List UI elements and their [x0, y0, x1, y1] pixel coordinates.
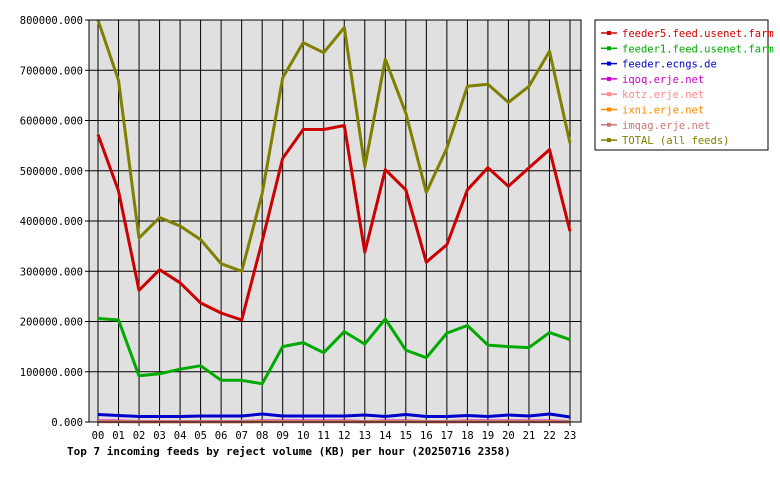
x-tick-label: 04 — [174, 430, 187, 442]
legend-swatch-marker — [607, 61, 611, 66]
y-tick-label: 0.000 — [51, 417, 83, 429]
x-axis: 00 01 02 03 04 05 06 07 08 09 10 11 12 13 14 15 16 17 18 19… — [92, 422, 577, 442]
x-tick-label: 03 — [153, 430, 166, 442]
x-tick-label: 01 — [112, 430, 125, 442]
x-tick-label: 19 — [482, 430, 495, 442]
x-tick-label: 07 — [235, 430, 248, 442]
y-tick-label: 800000.000 — [20, 15, 83, 27]
legend-label: iqoq.erje.net — [622, 74, 704, 86]
y-tick-label: 100000.000 — [20, 367, 83, 379]
legend-label: feeder.ecngs.de — [622, 59, 717, 71]
x-tick-label: 13 — [358, 430, 371, 442]
y-tick-label: 400000.000 — [20, 216, 83, 228]
legend-label: imqag.erje.net — [622, 120, 711, 132]
legend-swatch-marker — [607, 138, 611, 143]
x-tick-label: 02 — [133, 430, 146, 442]
series-line-0 — [96, 124, 572, 322]
x-tick-label: 23 — [564, 430, 577, 442]
x-tick-label: 17 — [441, 430, 454, 442]
x-tick-label: 16 — [420, 430, 433, 442]
legend-swatch-marker — [607, 107, 611, 112]
x-tick-label: 20 — [502, 430, 515, 442]
legend-swatch-marker — [607, 122, 611, 127]
y-tick-label: 500000.000 — [20, 166, 83, 178]
y-tick-label: 600000.000 — [20, 116, 83, 128]
x-tick-label: 22 — [543, 430, 556, 442]
x-tick-label: 10 — [297, 430, 310, 442]
x-tick-label: 21 — [523, 430, 536, 442]
legend-label: TOTAL (all feeds) — [622, 135, 729, 147]
y-tick-label: 300000.000 — [20, 266, 83, 278]
y-tick-label: 200000.000 — [20, 317, 83, 329]
chart-title: Top 7 incoming feeds by reject volume (K… — [67, 445, 511, 458]
legend: feeder5.feed.usenet.farm feeder1.feed.use… — [594, 19, 774, 151]
legend-label: kotz.erje.net — [622, 89, 704, 101]
plot-border — [88, 19, 582, 423]
x-tick-label: 14 — [379, 430, 392, 442]
series-line-1 — [97, 317, 571, 386]
x-tick-label: 12 — [338, 430, 351, 442]
legend-label: ixni.erje.net — [622, 105, 704, 117]
x-tick-label: 11 — [317, 430, 330, 442]
legend-swatch-marker — [607, 31, 611, 35]
y-tick-label: 700000.000 — [20, 65, 83, 77]
legend-label: feeder5.feed.usenet.farm — [622, 28, 774, 40]
x-tick-label: 09 — [276, 430, 289, 442]
x-tick-label: 15 — [399, 430, 412, 442]
x-tick-label: 00 — [92, 430, 105, 442]
legend-label: feeder1.feed.usenet.farm — [622, 43, 774, 55]
legend-box — [594, 19, 769, 151]
x-tick-label: 18 — [461, 430, 474, 442]
x-tick-label: 06 — [215, 430, 228, 442]
x-tick-label: 05 — [194, 430, 207, 442]
legend-swatch-marker — [607, 76, 611, 81]
legend-swatch-marker — [607, 46, 611, 51]
x-tick-label: 08 — [256, 430, 269, 442]
y-axis: 0.000 100000.000 200000.000 300000.000 40000… — [20, 15, 89, 429]
series-line-7 — [96, 19, 572, 273]
legend-swatch-marker — [607, 92, 611, 97]
series-line-2 — [97, 412, 571, 419]
